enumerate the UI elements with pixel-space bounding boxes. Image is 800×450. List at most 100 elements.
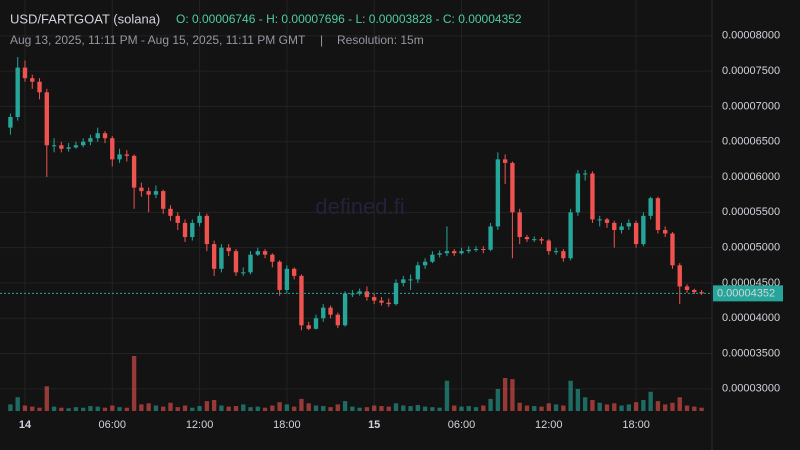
candle-body [670,233,675,266]
candle-body [582,173,588,175]
candle-body [350,293,355,295]
volume-bar [437,407,442,411]
candle-body [575,173,581,213]
candle-body [182,222,188,238]
candle-body [161,191,166,209]
volume-bar [248,407,253,411]
volume-bar [342,401,348,411]
candle-body [306,325,311,329]
candle-body [219,247,224,269]
candle-body [699,292,704,294]
volume-bar [131,356,137,411]
y-tick-label: 0.00003000 [722,383,780,395]
volume-bar [590,400,595,411]
candle-body [452,251,457,254]
volume-bar [270,405,275,411]
volume-bar [539,406,544,411]
candle-body [401,279,406,283]
candle-body [270,254,275,262]
volume-bar [284,404,290,411]
volume-bar [459,406,464,411]
candle-body [73,145,79,148]
candle-body [488,226,493,250]
volume-bar [626,404,632,411]
candle-body [597,219,602,221]
candle-body [284,268,290,290]
candle-body [619,226,624,230]
candle-body [590,173,595,220]
volume-bar [204,401,210,411]
candle-body [102,133,108,139]
volume-bar [612,403,617,411]
candle-body [139,187,144,192]
volume-bar [517,402,522,411]
volume-bar [262,407,268,411]
candle-body [299,275,304,326]
volume-bar [153,405,159,411]
candle-body [262,251,268,255]
candle-body [328,307,333,315]
candle-body [466,249,471,252]
x-tick-label: 18:00 [622,419,650,431]
resolution: Resolution: 15m [337,33,424,47]
y-tick-label: 0.00006000 [722,171,780,183]
volume-bar [190,407,195,411]
candle-body [110,138,115,160]
y-tick-label: 0.00003500 [722,347,780,359]
y-tick-label: 0.00006500 [722,136,780,148]
candle-body [633,222,639,245]
volume-bar [335,404,340,411]
volume-bar [146,403,151,411]
volume-bar [15,397,20,411]
candle-body [291,268,297,276]
candle-body [561,251,566,259]
volume-bar [124,407,130,411]
x-tick-label: 12:00 [186,419,214,431]
volume-bar [430,407,435,411]
volume-bar [502,378,508,411]
candle-body [422,261,428,266]
volume-bar [466,406,471,411]
candle-body [357,291,362,294]
candle-body [313,318,319,329]
volume-bar [546,403,551,411]
candle-body [190,222,195,238]
watermark: defined.fi [315,194,404,219]
volume-bar [648,391,653,411]
candle-body [175,215,180,223]
volume-bar [473,407,479,411]
candle-body [226,247,231,252]
volume-bar [393,403,399,411]
volume-bar [684,405,690,411]
last-price-label: 0.00004352 [717,287,775,299]
candle-body [204,215,210,245]
candle-body [604,219,610,223]
volume-bar [372,405,377,411]
candle-body [255,251,260,255]
candle-body [37,81,42,93]
volume-bar [44,386,49,411]
chart-title: USD/FARTGOAT (solana) [10,11,160,26]
volume-bar [306,403,311,411]
y-tick-label: 0.00004000 [722,312,780,324]
volume-bar [37,407,42,411]
volume-bar [168,402,173,411]
y-tick-label: 0.00005500 [722,206,780,218]
volume-bar [313,405,319,411]
candle-body [684,286,690,290]
subtitle: Aug 13, 2025, 11:11 PM - Aug 15, 2025, 1… [10,33,306,47]
candle-body [677,265,682,287]
candle-body [131,155,137,188]
marks [0,57,712,411]
y-tick-label: 0.00005000 [722,242,780,254]
candle-body [88,138,93,142]
volume-bar [415,404,421,411]
candle-body [553,251,559,253]
volume-bar [677,397,682,411]
volume-bar [80,407,86,411]
axes: 0.000030000.000035000.000040000.00004500… [19,30,783,431]
volume-bar [233,406,239,411]
volume-bar [655,401,661,411]
volume-bar [641,400,646,411]
